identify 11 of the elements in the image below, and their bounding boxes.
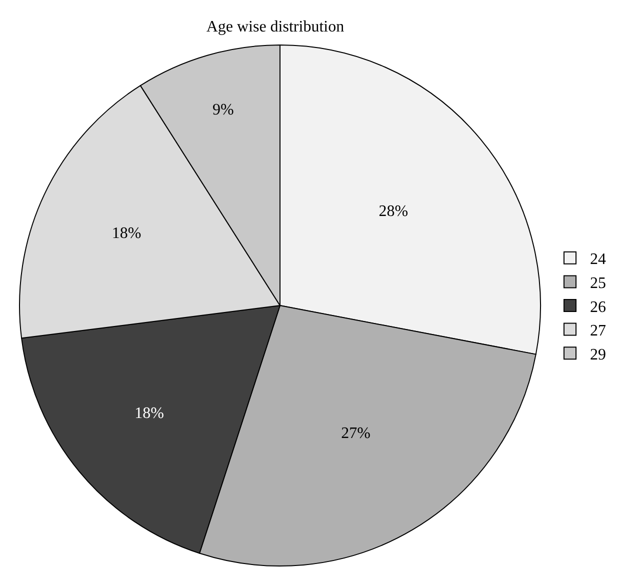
data-label: 27% bbox=[341, 425, 370, 442]
legend-label: 26 bbox=[590, 298, 606, 316]
data-label: 28% bbox=[378, 203, 408, 220]
legend-label: 24 bbox=[590, 251, 606, 268]
chart-title: Age wise distribution bbox=[206, 18, 344, 36]
data-label: 18% bbox=[112, 224, 142, 242]
data-label: 9% bbox=[212, 101, 234, 118]
data-label: 18% bbox=[134, 405, 164, 422]
legend-label: 25 bbox=[590, 274, 606, 292]
legend-label: 27 bbox=[590, 322, 606, 340]
legend-label: 29 bbox=[590, 346, 606, 364]
